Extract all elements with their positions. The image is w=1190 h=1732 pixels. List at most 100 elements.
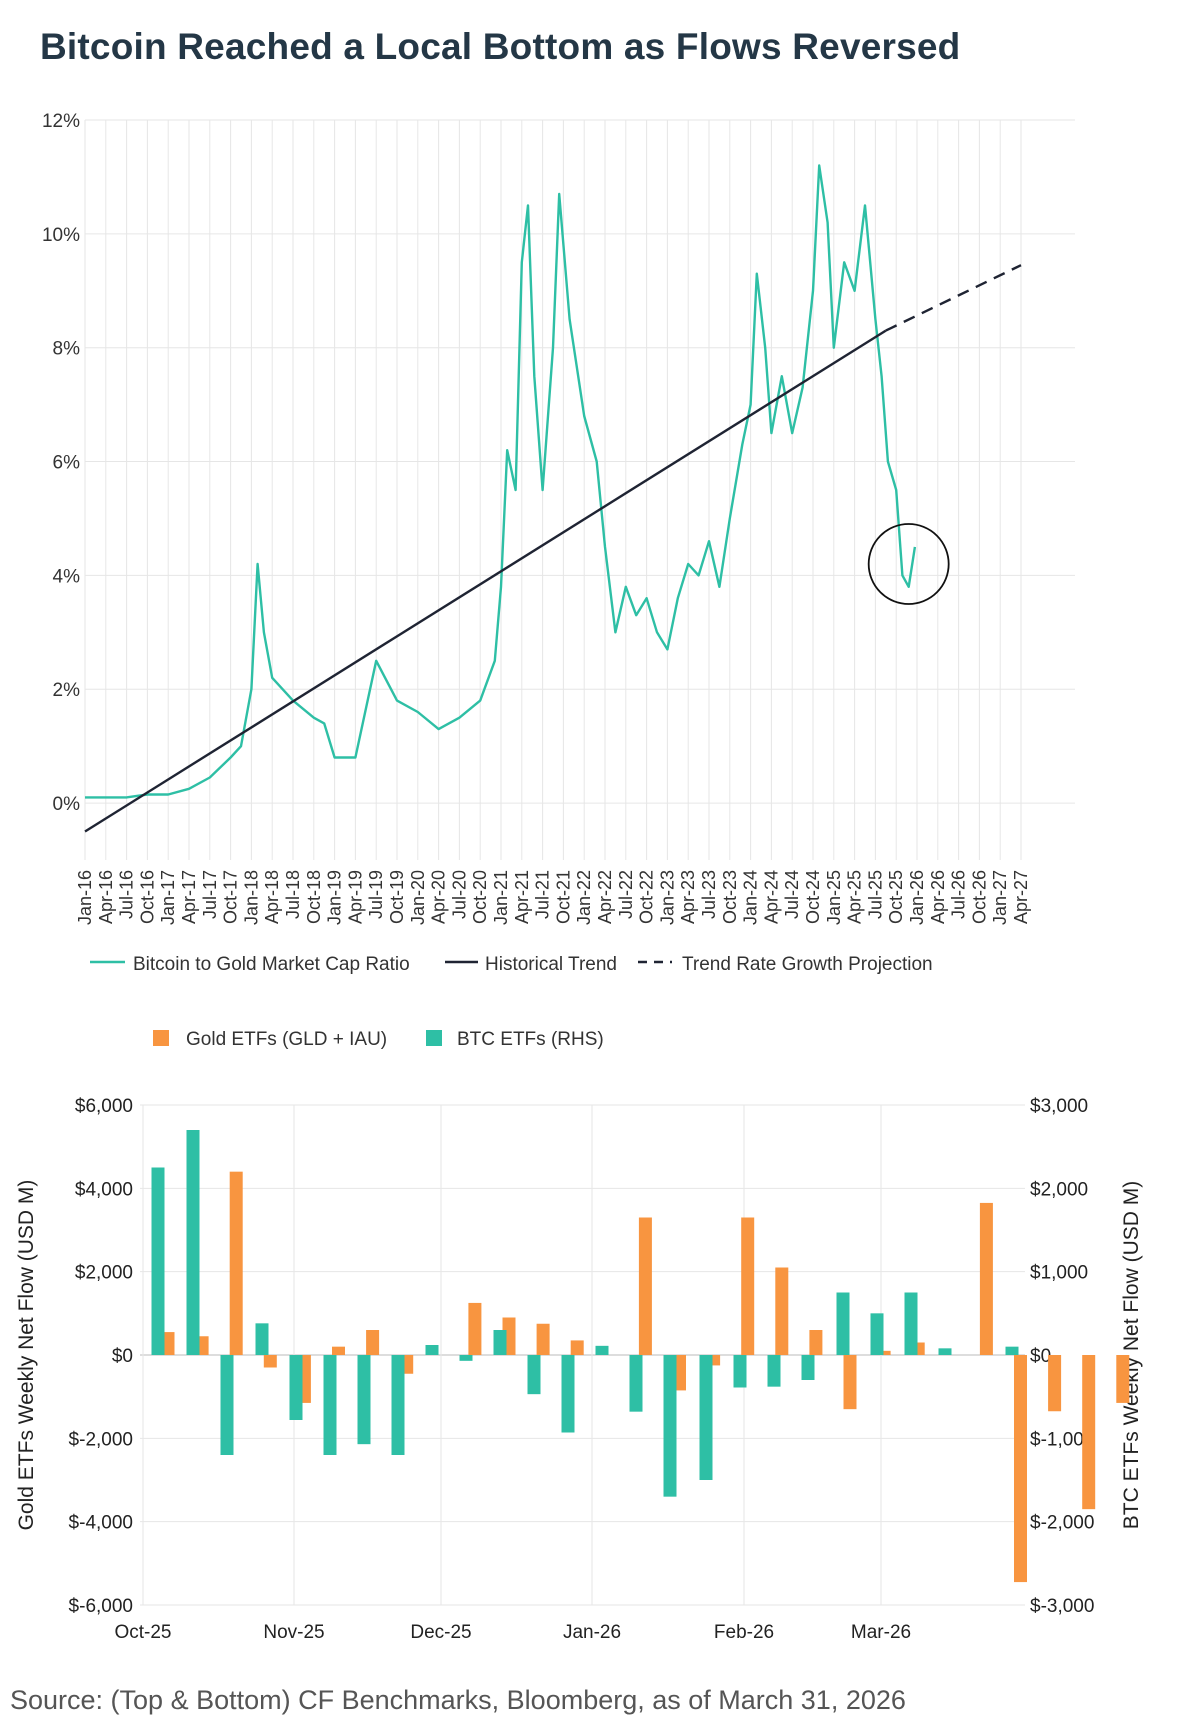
x-tick-label: Mar-26 xyxy=(851,1622,911,1643)
btc-etf-bar xyxy=(904,1292,918,1355)
x-tick-label: Jul-23 xyxy=(699,870,719,919)
btc-etf-bar xyxy=(767,1355,781,1387)
legend-label-trend: Historical Trend xyxy=(485,954,617,975)
left-y-tick-label: $-6,000 xyxy=(69,1596,133,1617)
historical-trend-line xyxy=(84,329,887,833)
btc-etf-bar xyxy=(425,1345,439,1355)
left-y-tick-label: $4,000 xyxy=(75,1179,133,1200)
right-y-tick-label: $1,000 xyxy=(1030,1263,1088,1284)
gold-etf-bar xyxy=(366,1330,380,1355)
x-tick-label: Jan-27 xyxy=(990,870,1010,925)
right-y-tick-label: $2,000 xyxy=(1030,1179,1088,1200)
x-tick-label: Oct-25 xyxy=(114,1622,171,1643)
x-tick-label: Jul-25 xyxy=(865,870,885,919)
btc-etf-bar xyxy=(493,1330,507,1355)
legend-label-projection: Trend Rate Growth Projection xyxy=(682,954,933,975)
gold-etf-bar xyxy=(877,1350,891,1355)
left-y-tick-label: $-4,000 xyxy=(69,1513,133,1534)
y-tick-label: 10% xyxy=(42,225,80,246)
y-tick-label: 2% xyxy=(53,680,81,701)
gold-etf-bar xyxy=(332,1346,345,1355)
x-tick-label: Jul-24 xyxy=(782,870,802,919)
x-tick-label: Jan-17 xyxy=(158,870,178,925)
x-tick-label: Apr-22 xyxy=(595,870,615,924)
btc-etf-bar xyxy=(561,1355,575,1433)
btc-etf-bar xyxy=(220,1355,234,1455)
x-tick-label: Apr-20 xyxy=(429,870,449,924)
x-tick-label: Jan-26 xyxy=(563,1622,621,1643)
y-tick-label: 0% xyxy=(53,794,81,815)
x-tick-label: Oct-25 xyxy=(886,870,906,924)
gold-etf-bar xyxy=(843,1355,857,1410)
left-y-tick-label: $2,000 xyxy=(75,1263,133,1284)
gold-etf-bar xyxy=(468,1302,482,1355)
btc-etf-bar xyxy=(459,1355,473,1361)
right-y-tick-label: $-3,000 xyxy=(1030,1596,1094,1617)
gold-etf-bar xyxy=(809,1330,823,1355)
btc-etf-bar xyxy=(323,1355,337,1455)
x-tick-label: Oct-18 xyxy=(304,870,324,924)
trend-projection-line xyxy=(885,264,1022,332)
btc-etf-bar xyxy=(255,1323,269,1355)
gold-etf-bar xyxy=(570,1340,584,1355)
x-tick-label: Oct-22 xyxy=(637,870,657,924)
x-tick-label: Apr-23 xyxy=(678,870,698,924)
left-y-tick-label: $-2,000 xyxy=(69,1429,133,1450)
x-tick-label: Jan-22 xyxy=(574,870,594,925)
btc-etf-bar xyxy=(357,1355,371,1445)
right-y-tick-label: $0 xyxy=(1030,1346,1051,1367)
x-tick-label: Oct-19 xyxy=(387,870,407,924)
x-tick-label: Apr-25 xyxy=(845,870,865,924)
x-tick-label: Jul-20 xyxy=(449,870,469,919)
right-y-tick-label: $-2,000 xyxy=(1030,1513,1094,1534)
right-y-tick-label: $3,000 xyxy=(1030,1096,1088,1117)
x-tick-label: Jul-21 xyxy=(533,870,553,919)
x-tick-label: Oct-17 xyxy=(221,870,241,924)
gold-etf-bar xyxy=(638,1217,652,1355)
btc-gold-ratio-chart: 0% 2% 4% 6% 8% 10% 12% Jan-16 Apr-16 Jul-16 Oct-16… xyxy=(42,111,1075,975)
legend-swatch-btc xyxy=(426,1030,442,1046)
gold-etf-bar xyxy=(1014,1355,1027,1583)
x-tick-label: Oct-16 xyxy=(137,870,157,924)
gold-etf-bar xyxy=(263,1355,277,1368)
x-tick-label: Jan-25 xyxy=(824,870,844,925)
x-tick-label: Jul-19 xyxy=(366,870,386,919)
x-tick-label: Oct-24 xyxy=(803,870,823,924)
gold-etf-bar xyxy=(741,1217,755,1355)
btc-etf-bar xyxy=(733,1355,747,1388)
left-y-tick-label: $0 xyxy=(112,1346,133,1367)
gold-etf-bar xyxy=(229,1171,243,1355)
source-note: Source: (Top & Bottom) CF Benchmarks, Bl… xyxy=(10,1685,906,1715)
x-tick-label: Oct-20 xyxy=(470,870,490,924)
btc-etf-bar xyxy=(391,1355,405,1455)
x-tick-label: Jan-23 xyxy=(657,870,677,925)
x-tick-label: Feb-26 xyxy=(714,1622,774,1643)
page-title: Bitcoin Reached a Local Bottom as Flows … xyxy=(40,26,961,67)
btc-etf-bar xyxy=(151,1167,165,1355)
legend-label-btc: BTC ETFs (RHS) xyxy=(457,1029,604,1050)
gold-etf-bar xyxy=(161,1332,175,1355)
x-tick-label: Apr-27 xyxy=(1011,870,1031,924)
right-axis-title: BTC ETFs Weekly Net Flow (USD M) xyxy=(1120,1181,1143,1529)
btc-etf-bar xyxy=(699,1355,713,1480)
btc-etf-bar xyxy=(836,1292,850,1355)
btc-etf-bar xyxy=(801,1355,815,1380)
x-tick-label: Apr-19 xyxy=(345,870,365,924)
y-tick-label: 12% xyxy=(42,111,80,132)
x-tick-label: Jan-19 xyxy=(325,870,345,925)
gold-etf-bar xyxy=(979,1202,993,1355)
x-tick-label: Jul-17 xyxy=(200,870,220,919)
x-tick-label: Apr-16 xyxy=(96,870,116,924)
legend-label-ratio: Bitcoin to Gold Market Cap Ratio xyxy=(133,954,410,975)
btc-etf-bar xyxy=(663,1355,677,1497)
x-tick-label: Apr-24 xyxy=(761,870,781,924)
left-y-tick-label: $6,000 xyxy=(75,1096,133,1117)
x-tick-label: Jan-24 xyxy=(741,870,761,925)
x-tick-label: Oct-23 xyxy=(720,870,740,924)
legend-label-gold: Gold ETFs (GLD + IAU) xyxy=(186,1029,387,1050)
btc-etf-bar xyxy=(629,1355,643,1412)
x-tick-label: Apr-21 xyxy=(512,870,532,924)
right-y-tick-label: $-1,000 xyxy=(1030,1429,1094,1450)
x-tick-label: Oct-26 xyxy=(969,870,989,924)
etf-flows-chart: Gold ETFs (GLD + IAU) BTC ETFs (RHS) $6,00… xyxy=(15,1029,1143,1643)
